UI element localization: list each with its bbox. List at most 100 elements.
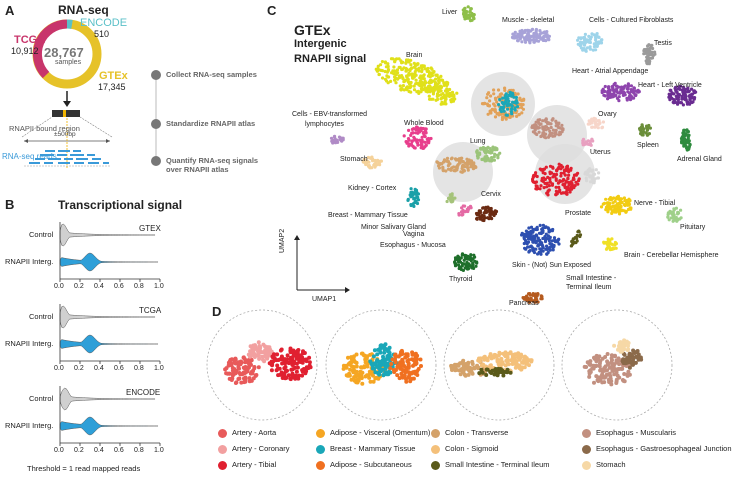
cluster-skin: [520, 223, 561, 256]
legend-label: Esophagus - Muscularis: [596, 428, 677, 437]
panel-label-d: D: [212, 304, 222, 319]
zoom1-coronary: [246, 340, 274, 364]
threshold-footer: Threshold = 1 read mapped reads: [27, 464, 141, 473]
violin-tick-label: 0.4: [94, 447, 104, 454]
tissue-label: Lung: [470, 138, 486, 145]
legend-swatch: [218, 429, 227, 438]
donut-tcga-arc: [32, 19, 68, 79]
step-2: Standardize RNAPII atlas: [166, 119, 256, 128]
panel-label-a: A: [5, 3, 15, 18]
violin-tick-label: 1.0: [154, 283, 164, 290]
cluster-prostate: [583, 167, 601, 185]
step-dot-1: [151, 70, 161, 80]
panel-label-b: B: [5, 197, 15, 212]
zoom3-transverse: [449, 358, 489, 378]
violin-gtex-rnapii: [59, 252, 159, 272]
cluster-liver: [461, 5, 476, 23]
legend-swatch: [582, 429, 591, 438]
tissue-label: Vagina: [403, 231, 425, 238]
zoom4-muscularis: [582, 352, 633, 387]
total-count: 28,767: [44, 45, 84, 60]
cluster-breast-c: [497, 90, 520, 117]
violin-group-label: GTEX: [139, 224, 161, 233]
cluster-blood: [402, 125, 433, 150]
tissue-label: Brain: [406, 52, 423, 59]
tissue-label: Pituitary: [680, 224, 706, 231]
step-dot-2: [151, 119, 161, 129]
cluster-nerve: [599, 194, 633, 216]
transcriptional-signal-title: Transcriptional signal: [58, 198, 183, 212]
cluster-kidney: [406, 187, 421, 208]
gtex-label: GTEx: [99, 70, 128, 82]
violin-tick-label: 0.4: [94, 283, 104, 290]
intergenic-title: Intergenic: [294, 38, 347, 50]
cluster-vagina: [457, 204, 473, 217]
tissue-label: Cells - Cultured Fibroblasts: [589, 17, 674, 24]
rnapii-title: RNAPII signal: [294, 53, 367, 65]
cluster-brain-2: [423, 78, 459, 106]
violin-tcga-control: [59, 305, 156, 329]
tcga-count: 10,912: [11, 46, 39, 56]
violin-tick-label: 0.6: [114, 447, 124, 454]
cluster-salivary: [445, 192, 457, 204]
tissue-label: Stomach: [340, 156, 368, 163]
zoom-circle: [561, 309, 673, 421]
cluster-adrenal: [679, 128, 692, 152]
tissue-label: Heart - Left Ventricle: [638, 82, 702, 89]
cluster-pituitary: [666, 206, 683, 223]
violin-tcga-rnapii: [59, 334, 159, 354]
zoom3-small-intestine: [477, 366, 513, 378]
cluster-lung: [475, 145, 502, 163]
legend-swatch: [431, 445, 440, 454]
encode-label: ENCODE: [80, 17, 128, 29]
violin-tick-label: 0.4: [94, 365, 104, 372]
tissue-label: Prostate: [565, 210, 592, 217]
cluster-esoph-mucosa: [474, 205, 499, 223]
violin-row-label: RNAPII Interg.: [5, 339, 54, 348]
umap1-label: UMAP1: [312, 296, 337, 303]
tissue-label: Kidney - Cortex: [348, 185, 397, 192]
cluster-artery: [531, 162, 581, 197]
legend-label: Breast - Mammary Tissue: [330, 444, 416, 453]
encode-count: 510: [94, 29, 110, 39]
zoom-circle: [443, 309, 555, 421]
tissue-label: Thyroid: [449, 276, 473, 283]
rna-seq-title: RNA-seq: [58, 3, 109, 17]
legend-label: Esophagus - Gastroesophageal Junction: [596, 444, 732, 453]
legend-swatch: [431, 429, 440, 438]
window-label: ±500bp: [54, 131, 76, 138]
cluster-heart-lv: [667, 84, 698, 107]
tissue-label: Minor Salivary Gland: [361, 224, 426, 231]
zoom1-tibial: [267, 346, 313, 382]
tissue-label: Terminal Ileum: [566, 284, 612, 291]
violin-tick-label: 0.8: [134, 365, 144, 372]
violin-tick-label: 0.0: [54, 447, 64, 454]
violin-tick-label: 0.6: [114, 365, 124, 372]
violin-tick-label: 0.0: [54, 365, 64, 372]
zoom4-stomach: [612, 338, 631, 354]
legend-swatch: [431, 461, 440, 470]
legend-label: Colon - Sigmoid: [445, 444, 499, 453]
tissue-label: lymphocytes: [305, 121, 344, 128]
legend-label: Artery - Tibial: [232, 460, 277, 469]
total-unit: samples: [55, 59, 82, 66]
cluster-esoph: [530, 117, 565, 140]
tissue-label: Pancreas: [509, 300, 539, 307]
panel-label-c: C: [267, 3, 277, 18]
tissue-label: Brain - Cerebellar Hemisphere: [624, 252, 719, 259]
tissue-label: Uterus: [590, 149, 611, 156]
zoom-circle: [325, 309, 437, 421]
legend-label: Artery - Aorta: [232, 428, 277, 437]
zoom2-subcut: [388, 348, 423, 384]
violin-group-label: ENCODE: [126, 388, 161, 397]
cluster-muscle: [510, 27, 552, 45]
arrow-head: [63, 101, 71, 107]
legend-swatch: [582, 461, 591, 470]
tissue-label: Liver: [442, 9, 458, 16]
tissue-label: Adrenal Gland: [677, 156, 722, 163]
violin-row-label: RNAPII Interg.: [5, 421, 54, 430]
